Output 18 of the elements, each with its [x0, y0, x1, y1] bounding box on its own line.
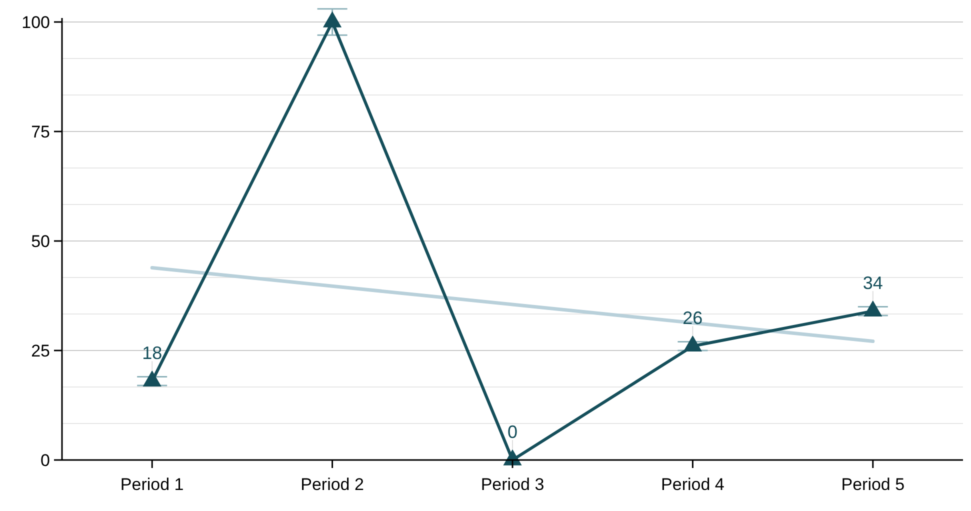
y-tick-label: 50 [31, 232, 50, 251]
point [142, 370, 162, 387]
data-label: 18 [142, 343, 162, 364]
point [864, 300, 882, 316]
point [322, 11, 342, 28]
y-tick-label: 75 [31, 122, 50, 142]
x-tick-label: Period 5 [841, 475, 905, 494]
y-tick-label: 100 [22, 13, 50, 32]
data-label: 34 [862, 273, 883, 294]
data-label: 0 [507, 422, 518, 442]
x-tick-label: Period 3 [480, 475, 544, 494]
y-tick-label: 0 [40, 451, 50, 470]
x-tick-label: Period 4 [661, 475, 724, 494]
x-tick-label: Period 1 [120, 475, 184, 494]
point [683, 335, 702, 352]
y-tick-label: 25 [31, 342, 50, 360]
data-label: 26 [682, 308, 703, 328]
x-tick-label: Period 2 [300, 475, 364, 494]
